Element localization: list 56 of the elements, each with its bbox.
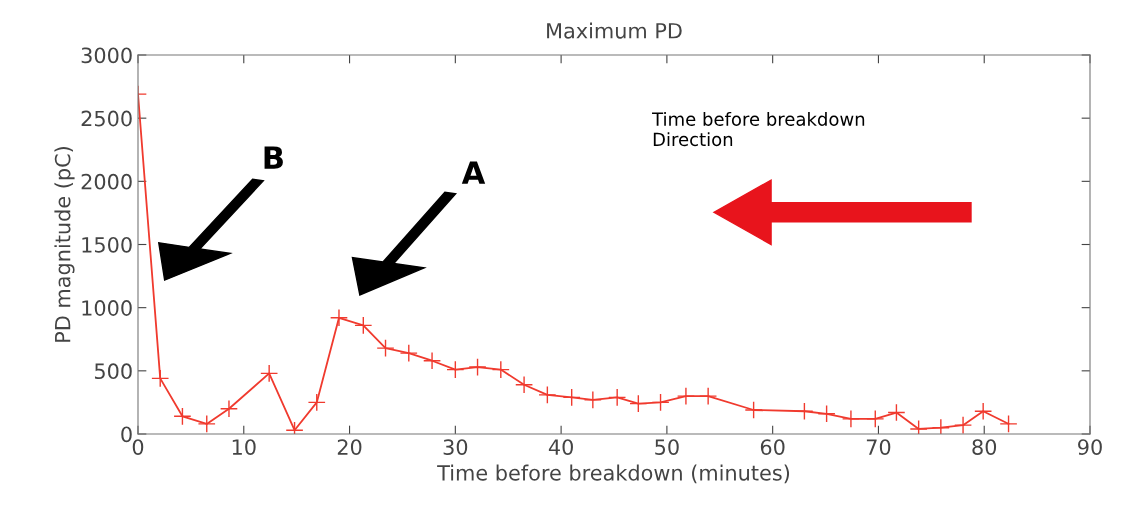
annotation: A xyxy=(461,161,486,184)
chart-title: Maximum PD xyxy=(547,22,682,39)
point xyxy=(515,375,534,394)
point xyxy=(795,402,814,421)
y-tick-label: 3000 xyxy=(81,47,132,64)
point xyxy=(151,369,170,388)
point xyxy=(260,364,279,383)
annotation: B xyxy=(264,146,283,169)
x-tick-label: 80 xyxy=(972,439,997,455)
point xyxy=(491,360,510,379)
x-tick-label: 90 xyxy=(1078,439,1102,455)
point xyxy=(219,399,238,418)
y-tick-label: 2500 xyxy=(81,110,132,127)
y-tick-label: 2000 xyxy=(81,173,132,190)
point xyxy=(629,394,648,413)
point xyxy=(744,400,763,420)
point xyxy=(954,416,973,434)
x-tick-label: 70 xyxy=(866,439,891,455)
point xyxy=(354,316,373,335)
point xyxy=(699,387,718,406)
x-tick-label: 50 xyxy=(655,439,679,455)
y-tick-label: 1000 xyxy=(82,300,132,316)
point xyxy=(423,351,442,370)
x-tick-label: 0 xyxy=(132,439,144,455)
point xyxy=(329,308,349,327)
x-tick-label: 60 xyxy=(760,439,785,455)
point xyxy=(999,414,1018,433)
point xyxy=(974,402,993,421)
point xyxy=(841,409,860,428)
x-tick-label: 30 xyxy=(443,439,468,455)
x-axis-title: Time before breakdown (minutes) xyxy=(437,464,790,484)
annotation: Time before breakdown Direction xyxy=(652,111,865,147)
y-tick-label: 1500 xyxy=(82,236,132,253)
point xyxy=(562,388,581,407)
point xyxy=(676,387,695,406)
point xyxy=(399,344,418,363)
point xyxy=(376,339,395,358)
y-tick-label: 500 xyxy=(94,363,132,380)
point xyxy=(866,409,885,428)
point xyxy=(538,385,557,404)
point xyxy=(817,404,836,423)
point xyxy=(651,393,670,412)
y-axis-title: PD magnitude (pC) xyxy=(54,147,75,342)
point xyxy=(307,393,326,412)
point xyxy=(583,390,602,409)
y-tick-label: 0 xyxy=(121,426,132,443)
point xyxy=(931,418,950,434)
point xyxy=(608,388,627,407)
point xyxy=(446,360,465,379)
x-tick-label: 10 xyxy=(232,439,256,455)
x-tick-label: 20 xyxy=(337,439,362,455)
point xyxy=(468,358,487,377)
point xyxy=(887,403,906,422)
point xyxy=(197,414,216,433)
x-tick-label: 40 xyxy=(548,439,573,455)
point xyxy=(173,407,192,426)
